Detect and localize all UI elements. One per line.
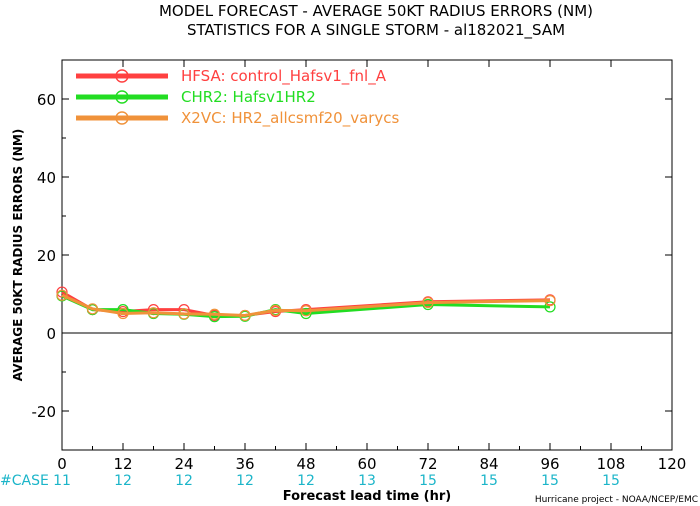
case-count: 12 xyxy=(114,473,132,489)
series-layer xyxy=(56,286,556,323)
chart-title-line2: STATISTICS FOR A SINGLE STORM - al182021… xyxy=(187,21,565,40)
x-tick-label: 36 xyxy=(235,455,254,473)
data-point xyxy=(300,305,312,317)
x-tick-label: 120 xyxy=(658,455,687,473)
y-tick-label: 20 xyxy=(37,247,56,265)
x-tick-label: 72 xyxy=(418,455,437,473)
chart-title-line1: MODEL FORECAST - AVERAGE 50KT RADIUS ERR… xyxy=(159,2,593,20)
case-count: 13 xyxy=(358,473,376,489)
case-count: 11 xyxy=(53,473,71,489)
data-point xyxy=(86,303,99,315)
case-count: 12 xyxy=(297,473,315,489)
data-point xyxy=(147,307,160,319)
legend-marker xyxy=(115,111,129,125)
data-point xyxy=(422,296,434,309)
x-axis-label: Forecast lead time (hr) xyxy=(283,489,451,504)
legend-marker xyxy=(115,90,129,104)
x-tick-label: 60 xyxy=(357,455,376,473)
legend-marker xyxy=(115,69,129,83)
legend-label: HFSA: control_Hafsv1_fnl_A xyxy=(181,67,387,86)
y-tick-label: -20 xyxy=(32,403,57,421)
series-line xyxy=(61,294,551,319)
case-count: 15 xyxy=(480,473,498,489)
data-point xyxy=(178,308,190,320)
credit-text: Hurricane project - NOAA/NCEP/EMC xyxy=(535,495,698,505)
data-point xyxy=(544,295,556,307)
y-tick-label: 40 xyxy=(37,169,56,187)
case-label: #CASE xyxy=(0,473,49,489)
case-count: 15 xyxy=(541,473,559,489)
case-counts: 11 12 12 12 12 13 15 15 15 15 xyxy=(53,473,620,489)
data-point xyxy=(56,289,68,301)
data-point xyxy=(239,309,251,322)
x-tick-label: 108 xyxy=(597,455,626,473)
data-point xyxy=(208,308,221,320)
x-tick-label: 12 xyxy=(113,455,132,473)
legend: HFSA: control_Hafsv1_fnl_A CHR2: Hafsv1HR… xyxy=(76,67,400,128)
case-count: 15 xyxy=(602,473,620,489)
x-tick-label: 48 xyxy=(296,455,315,473)
legend-label: CHR2: Hafsv1HR2 xyxy=(181,88,316,106)
series-line xyxy=(61,293,551,317)
data-point xyxy=(300,307,312,320)
data-point xyxy=(117,307,129,320)
x-tick-label: 0 xyxy=(57,455,67,473)
y-tick-label: 0 xyxy=(46,325,56,343)
legend-label: X2VC: HR2_allcsmf20_varycs xyxy=(181,109,400,128)
case-count: 12 xyxy=(236,473,254,489)
x-tick-label: 96 xyxy=(540,455,559,473)
data-point xyxy=(269,304,282,316)
x-tick-label: 84 xyxy=(479,455,498,473)
case-count: 12 xyxy=(175,473,193,489)
y-axis-label: AVERAGE 50KT RADIUS ERRORS (NM) xyxy=(11,129,25,381)
case-count: 15 xyxy=(419,473,437,489)
axes: 0 12 24 36 48 60 72 84 96 108 120 -20 0 20 40 60 xyxy=(32,59,687,473)
x-tick-label: 24 xyxy=(174,455,193,473)
y-tick-label: 60 xyxy=(37,91,56,109)
